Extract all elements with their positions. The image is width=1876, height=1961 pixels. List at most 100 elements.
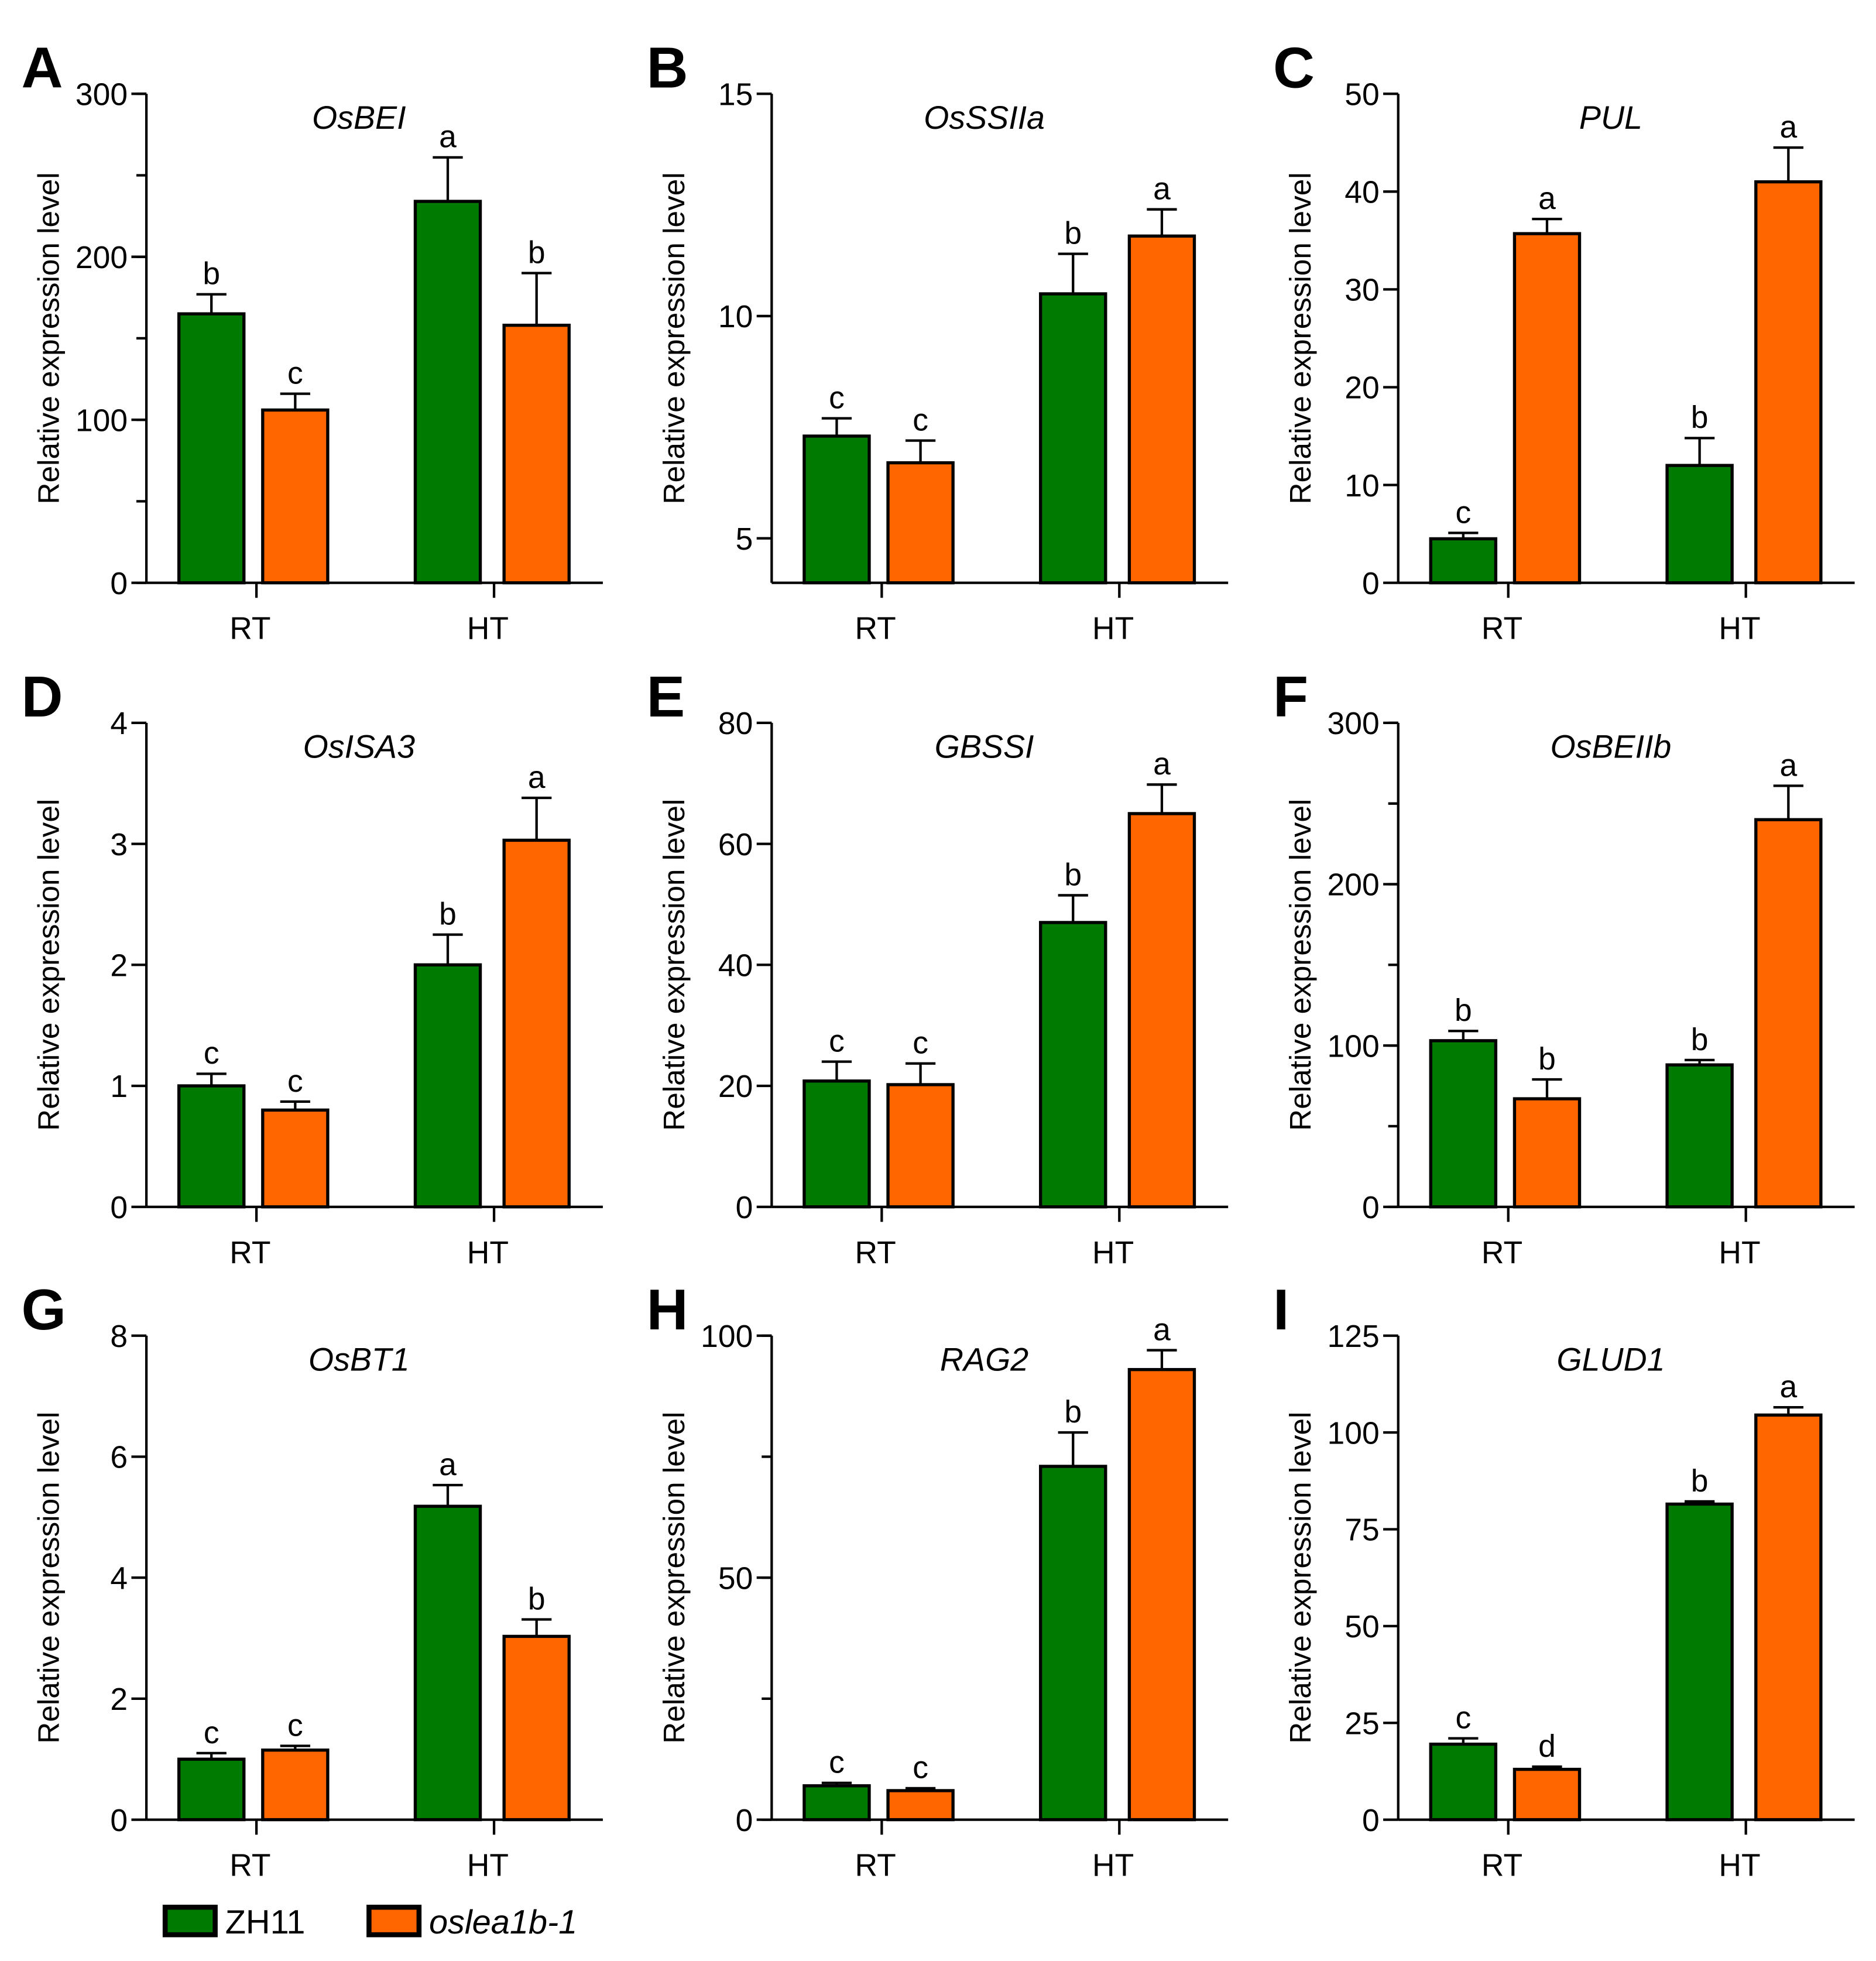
- legend-swatch: [162, 1904, 218, 1938]
- y-axis-label: Relative expression level: [657, 1412, 691, 1744]
- chart-title: PUL: [1579, 100, 1642, 136]
- significance-letter: b: [1064, 217, 1082, 251]
- significance-letter: c: [204, 1036, 220, 1071]
- panel-h: H RAG2 Relative expression level 0 50 100 RT HT…: [647, 1277, 1229, 1883]
- panel-b: B OsSSIIa Relative expression level 5 10 15 RT…: [647, 36, 1229, 646]
- y-tick-label: 300: [76, 77, 128, 112]
- panel-letter: I: [1273, 1277, 1289, 1342]
- bar-zh11: [1429, 1742, 1498, 1822]
- y-tick-label: 0: [1362, 1804, 1380, 1838]
- bar-oslea1b-1: [1127, 1367, 1196, 1822]
- significance-letter: a: [528, 760, 546, 795]
- bar-oslea1b-1: [261, 1108, 330, 1209]
- significance-letter: a: [1779, 748, 1797, 783]
- y-tick-label: 10: [1345, 469, 1379, 503]
- significance-letter: c: [287, 1708, 303, 1743]
- bar-oslea1b-1: [1513, 1767, 1582, 1822]
- y-tick-label: 8: [110, 1319, 128, 1354]
- x-tick-label: HT: [467, 1849, 509, 1883]
- significance-letter: b: [439, 897, 457, 932]
- bar-zh11: [802, 434, 871, 585]
- significance-letter: b: [528, 1582, 546, 1616]
- y-tick-label: 50: [718, 1561, 753, 1596]
- bar-zh11: [1429, 1039, 1498, 1209]
- chart-title: GLUD1: [1556, 1342, 1665, 1378]
- significance-letter: c: [913, 1751, 928, 1785]
- significance-letter: c: [829, 1024, 845, 1059]
- y-tick-label: 50: [1345, 77, 1379, 112]
- x-tick-label: RT: [1481, 1849, 1522, 1883]
- y-tick-label: 100: [1328, 1029, 1380, 1064]
- significance-letter: c: [913, 1026, 928, 1061]
- y-tick-label: 200: [76, 241, 128, 275]
- y-axis-label: Relative expression level: [657, 799, 691, 1131]
- bar-oslea1b-1: [261, 1749, 330, 1822]
- x-tick-label: RT: [1481, 1236, 1522, 1270]
- chart-title: OsBEIIb: [1551, 729, 1672, 765]
- significance-letter: a: [1779, 110, 1797, 145]
- significance-letter: c: [829, 1746, 845, 1780]
- bar-oslea1b-1: [1754, 180, 1823, 585]
- y-tick-label: 6: [110, 1441, 128, 1475]
- bar-oslea1b-1: [886, 1083, 955, 1209]
- panel-letter: B: [647, 36, 688, 100]
- significance-letter: c: [204, 1716, 220, 1750]
- bar-zh11: [1665, 1063, 1734, 1209]
- legend-swatch: [366, 1904, 422, 1938]
- chart-title: OsISA3: [303, 729, 415, 765]
- x-tick-label: RT: [229, 1236, 270, 1270]
- significance-letter: b: [1064, 1395, 1082, 1429]
- bar-oslea1b-1: [886, 461, 955, 585]
- y-tick-label: 100: [1328, 1416, 1380, 1451]
- significance-letter: c: [829, 381, 845, 416]
- x-tick-label: HT: [1092, 612, 1134, 646]
- y-axis-label: Relative expression level: [32, 799, 66, 1131]
- x-tick-label: RT: [1481, 612, 1522, 646]
- y-tick-label: 0: [110, 1804, 128, 1838]
- y-tick-label: 2: [110, 949, 128, 983]
- significance-letter: b: [1691, 1464, 1709, 1499]
- y-tick-label: 3: [110, 828, 128, 862]
- y-tick-label: 25: [1345, 1706, 1379, 1741]
- panel-g: G OsBT1 Relative expression level 0 2 4 6 8 RT HT…: [21, 1277, 603, 1883]
- bar-zh11: [802, 1079, 871, 1209]
- y-tick-label: 2: [110, 1682, 128, 1717]
- x-tick-label: HT: [1719, 1236, 1760, 1270]
- chart-title: GBSSI: [935, 729, 1034, 765]
- bar-zh11: [413, 200, 482, 585]
- bar-oslea1b-1: [502, 323, 571, 585]
- y-tick-label: 200: [1328, 868, 1380, 903]
- significance-letter: b: [528, 235, 546, 270]
- bar-zh11: [177, 1757, 246, 1822]
- bar-zh11: [177, 1084, 246, 1209]
- significance-letter: c: [1455, 1701, 1471, 1736]
- significance-letter: c: [1455, 495, 1471, 530]
- bar-oslea1b-1: [1127, 812, 1196, 1209]
- y-tick-label: 0: [736, 1804, 753, 1838]
- y-tick-label: 20: [718, 1069, 753, 1104]
- significance-letter: b: [1064, 858, 1082, 892]
- y-tick-label: 0: [110, 567, 128, 601]
- y-tick-label: 5: [736, 522, 753, 557]
- bar-zh11: [1665, 1502, 1734, 1822]
- bar-zh11: [1429, 537, 1498, 585]
- bar-zh11: [1039, 292, 1107, 585]
- panel-letter: A: [21, 36, 63, 100]
- panel-a: A OsBEI Relative expression level 0 100 200 30…: [21, 36, 603, 646]
- panel-f: F OsBEIIb Relative expression level 0 100 200…: [1273, 664, 1855, 1270]
- y-tick-label: 40: [1345, 176, 1379, 210]
- bar-oslea1b-1: [886, 1789, 955, 1822]
- x-tick-label: RT: [229, 1849, 270, 1883]
- y-tick-label: 15: [718, 77, 753, 112]
- y-tick-label: 30: [1345, 273, 1379, 308]
- bar-oslea1b-1: [261, 408, 330, 585]
- chart-title: OsBEI: [312, 100, 406, 136]
- x-tick-label: RT: [855, 612, 896, 646]
- x-tick-label: RT: [855, 1236, 896, 1270]
- y-tick-label: 50: [1345, 1610, 1379, 1644]
- bar-zh11: [1665, 464, 1734, 585]
- significance-letter: d: [1538, 1729, 1556, 1764]
- bar-zh11: [1039, 921, 1107, 1209]
- x-tick-label: HT: [1092, 1849, 1134, 1883]
- y-tick-label: 75: [1345, 1513, 1379, 1548]
